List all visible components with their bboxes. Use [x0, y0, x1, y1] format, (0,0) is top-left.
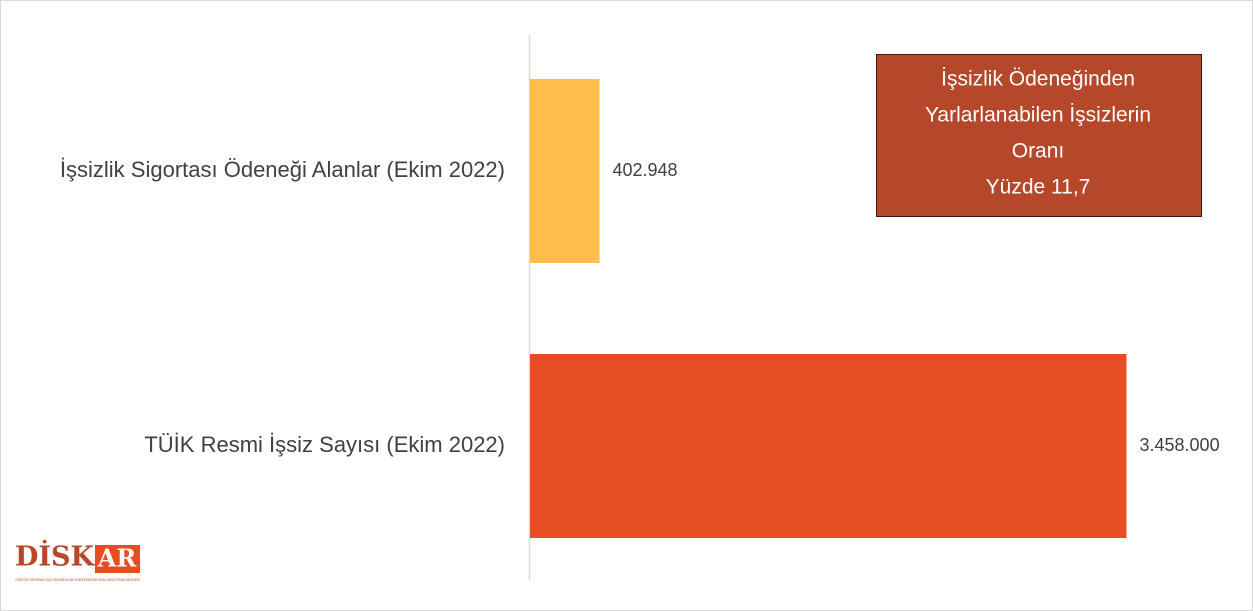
y-tick-label: İşsizlik Sigortası Ödeneği Alanlar (Ekim…: [60, 157, 505, 182]
logo-caption: TÜRKİYE DEVRİMCİ İŞÇİ SENDİKALARI KONFED…: [15, 577, 140, 582]
annotation-text: İşsizlik Ödeneğinden: [941, 68, 1135, 91]
value-label: 3.458.000: [1140, 435, 1220, 455]
y-tick-label: TÜİK Resmi İşsiz Sayısı (Ekim 2022): [144, 432, 505, 457]
logo-text: DİSK: [15, 539, 96, 573]
value-label: 402.948: [613, 160, 678, 180]
logo-box: [95, 545, 140, 573]
annotation-text: Yüzde 11,7: [986, 176, 1091, 199]
annotation-text: Oranı: [1012, 140, 1065, 163]
logo-text: AR: [97, 544, 138, 573]
annotation-text: Yarlarlanabilen İşsizlerin: [925, 104, 1151, 127]
bar: [530, 79, 600, 263]
bar: [530, 354, 1127, 538]
annotation-box: [876, 54, 1202, 217]
